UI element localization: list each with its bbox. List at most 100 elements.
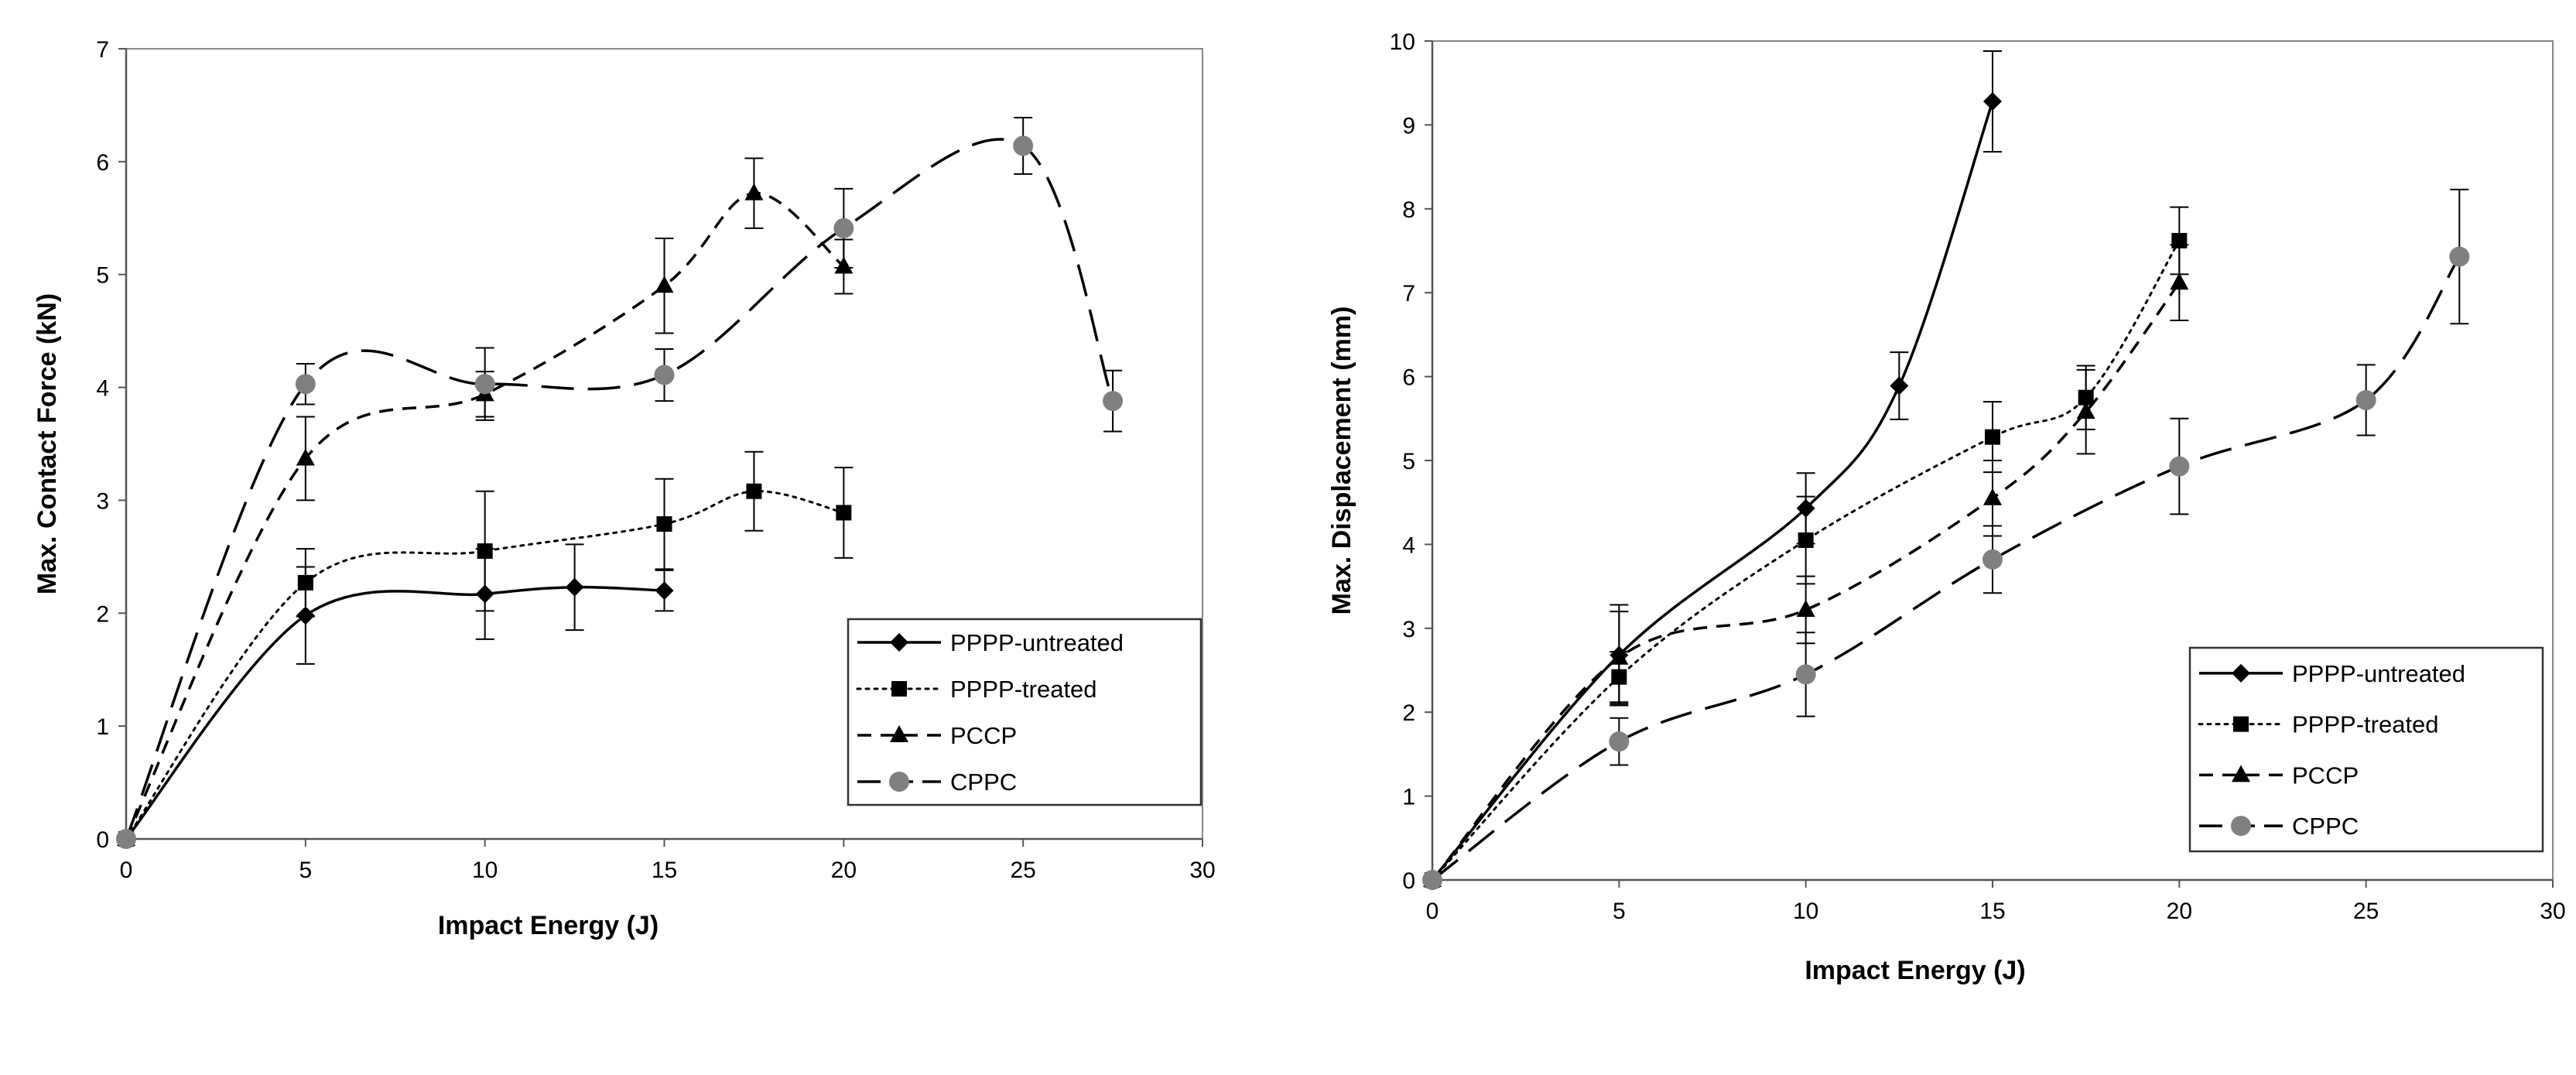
legend-label: PPPP-untreated	[950, 629, 1124, 656]
y-tick-label: 0	[1402, 868, 1415, 894]
legend-label: PPPP-treated	[950, 676, 1097, 703]
x-tick-label: 15	[1979, 899, 2005, 924]
y-tick-label: 3	[96, 488, 109, 514]
data-point-diamond	[1983, 92, 2002, 111]
data-point-circle	[116, 829, 136, 849]
y-tick-label: 0	[96, 827, 109, 853]
legend-label: PCCP	[2292, 762, 2359, 789]
data-point-circle	[1795, 664, 1816, 685]
x-tick-label: 30	[1189, 858, 1215, 883]
series-pppp-untreated	[117, 543, 674, 848]
x-tick-label: 25	[1010, 858, 1035, 883]
data-point-circle	[474, 374, 495, 395]
series-line	[125, 585, 665, 840]
data-point-triangle	[1610, 647, 1629, 665]
data-point-circle	[2169, 456, 2190, 477]
data-point-circle	[1013, 135, 1034, 156]
legend-marker-diamond	[890, 633, 908, 652]
data-point-triangle	[2076, 402, 2095, 419]
data-point-circle	[2449, 246, 2470, 267]
data-point-triangle	[1983, 488, 2002, 505]
legend-marker-diamond	[2232, 663, 2250, 683]
y-tick-label: 8	[1402, 197, 1415, 223]
x-tick-label: 0	[120, 858, 133, 883]
data-point-square	[746, 483, 762, 499]
y-tick-label: 3	[1402, 617, 1415, 642]
data-point-triangle	[296, 448, 315, 466]
y-tick-label: 6	[1402, 365, 1415, 391]
data-point-circle	[1103, 391, 1124, 412]
data-point-square	[1798, 532, 1814, 548]
displacement-chart: 0 5 10 15 20 25 30 0 1 2 3 4 5 6 7 8 9 10 Impact Energy (J…	[1327, 29, 2566, 985]
y-tick-label: 9	[1402, 113, 1415, 139]
series-pppp-treated	[118, 450, 854, 847]
data-point-diamond	[655, 581, 674, 601]
legend-box	[847, 618, 1202, 806]
data-point-square	[656, 516, 672, 532]
series-pppp-treated	[1425, 206, 2189, 888]
legend: PPPP-untreated PPPP-treated PCCP CPPC	[847, 618, 1202, 806]
data-point-circle	[2355, 389, 2376, 410]
legend-marker-square	[891, 681, 907, 697]
x-axis-title: Impact Energy (J)	[1805, 956, 2025, 985]
x-tick-label: 5	[1613, 899, 1626, 924]
data-point-square	[297, 574, 313, 591]
data-point-triangle	[1796, 599, 1815, 617]
series-line	[1431, 101, 1994, 882]
contact-force-chart: 0 5 10 15 20 25 30 0 1 2 3 4 5 6 7 Impact Energy (J) Max…	[32, 37, 1216, 940]
series-line	[1431, 282, 2181, 882]
y-tick-label: 5	[96, 263, 109, 289]
y-axis-title: Max. Displacement (mm)	[1327, 306, 1356, 615]
data-point-triangle	[744, 183, 764, 200]
legend-box	[2188, 646, 2544, 853]
data-point-square	[1985, 429, 2000, 445]
x-tick-label: 15	[652, 858, 677, 883]
data-point-triangle	[2170, 272, 2189, 290]
series-line	[1431, 239, 2181, 882]
legend-marker-circle	[2231, 816, 2251, 837]
x-tick-label: 20	[2167, 899, 2192, 924]
legend-marker-triangle	[890, 725, 908, 742]
data-point-circle	[1422, 870, 1442, 890]
y-axis-title: Max. Contact Force (kN)	[32, 293, 62, 594]
data-point-square	[836, 505, 852, 521]
legend-marker-circle	[889, 772, 909, 792]
y-tick-label: 5	[1402, 449, 1415, 474]
data-point-diamond	[1890, 376, 1909, 395]
legend-label: CPPC	[950, 769, 1017, 796]
data-point-circle	[833, 217, 854, 238]
data-point-triangle	[655, 276, 674, 293]
y-tick-label: 4	[96, 376, 109, 402]
x-tick-label: 10	[1793, 899, 1818, 924]
data-point-circle	[295, 374, 316, 395]
y-tick-label: 2	[1402, 700, 1415, 726]
x-tick-label: 10	[472, 858, 498, 883]
y-tick-label: 2	[96, 601, 109, 627]
x-tick-label: 20	[831, 858, 857, 883]
x-tick-label: 5	[299, 858, 312, 883]
data-point-circle	[1609, 731, 1630, 752]
x-tick-label: 30	[2540, 899, 2565, 924]
data-point-circle	[654, 365, 675, 385]
y-tick-label: 7	[1402, 281, 1415, 306]
legend: PPPP-untreated PPPP-treated PCCP CPPC	[2188, 646, 2544, 853]
x-axis-title: Impact Energy (J)	[438, 911, 659, 940]
y-tick-label: 1	[96, 714, 109, 740]
legend-label: PCCP	[950, 722, 1017, 749]
legend-marker-square	[2233, 716, 2249, 732]
y-tick-label: 4	[1402, 532, 1415, 558]
legend-label: PPPP-treated	[2292, 711, 2439, 738]
y-tick-label: 6	[96, 150, 109, 176]
data-point-diamond	[565, 577, 584, 597]
legend-marker-triangle	[2232, 765, 2250, 782]
data-point-square	[477, 543, 493, 560]
legend-label: CPPC	[2292, 813, 2359, 840]
y-tick-label: 10	[1390, 29, 1415, 55]
x-tick-label: 0	[1426, 899, 1439, 924]
y-tick-label: 7	[96, 37, 109, 63]
x-tick-label: 25	[2353, 899, 2379, 924]
y-tick-label: 1	[1402, 785, 1415, 810]
series-pccp	[1423, 244, 2189, 887]
